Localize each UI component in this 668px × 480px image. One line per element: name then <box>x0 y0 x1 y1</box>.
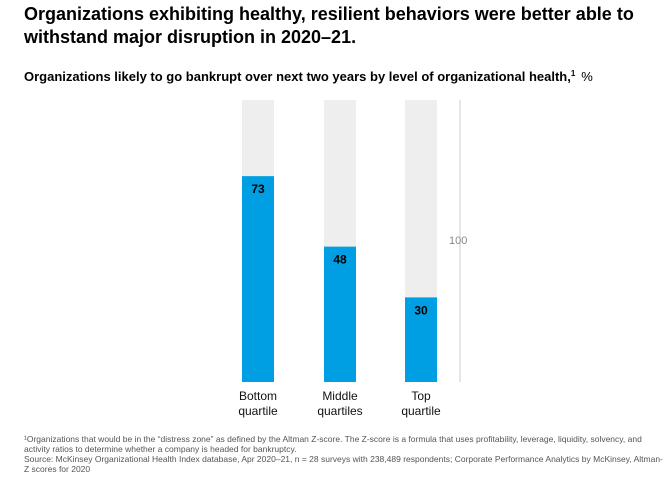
chart-title: Organizations exhibiting healthy, resili… <box>24 4 634 47</box>
category-label-line: quartile <box>401 404 441 418</box>
bar <box>324 246 356 382</box>
data-label: 30 <box>414 303 428 317</box>
subtitle-footnote-mark: 1 <box>570 69 576 78</box>
footnotes: ¹Organizations that would be in the “dis… <box>24 434 664 474</box>
category-label-line: quartiles <box>317 404 362 418</box>
bar <box>405 297 437 382</box>
category-label: Bottom quartile <box>238 389 278 418</box>
reference-value-label: 100 <box>449 235 467 247</box>
category-label: Middle quartiles <box>317 389 362 418</box>
category-label: Top quartile <box>401 389 441 418</box>
data-label: 73 <box>251 182 265 196</box>
unit-label: % <box>581 69 593 84</box>
chart-subtitle: Organizations likely to go bankrupt over… <box>24 65 664 85</box>
footnote-1: ¹Organizations that would be in the “dis… <box>24 434 642 454</box>
data-label: 48 <box>333 253 347 267</box>
category-label-line: quartile <box>238 404 278 418</box>
subtitle-text: Organizations likely to go bankrupt over… <box>24 69 571 84</box>
source-note: Source: McKinsey Organizational Health I… <box>24 454 663 474</box>
category-label-line: Bottom <box>239 389 277 403</box>
bar <box>242 176 274 382</box>
category-label-line: Middle <box>322 389 358 403</box>
category-label-line: Top <box>411 389 431 403</box>
